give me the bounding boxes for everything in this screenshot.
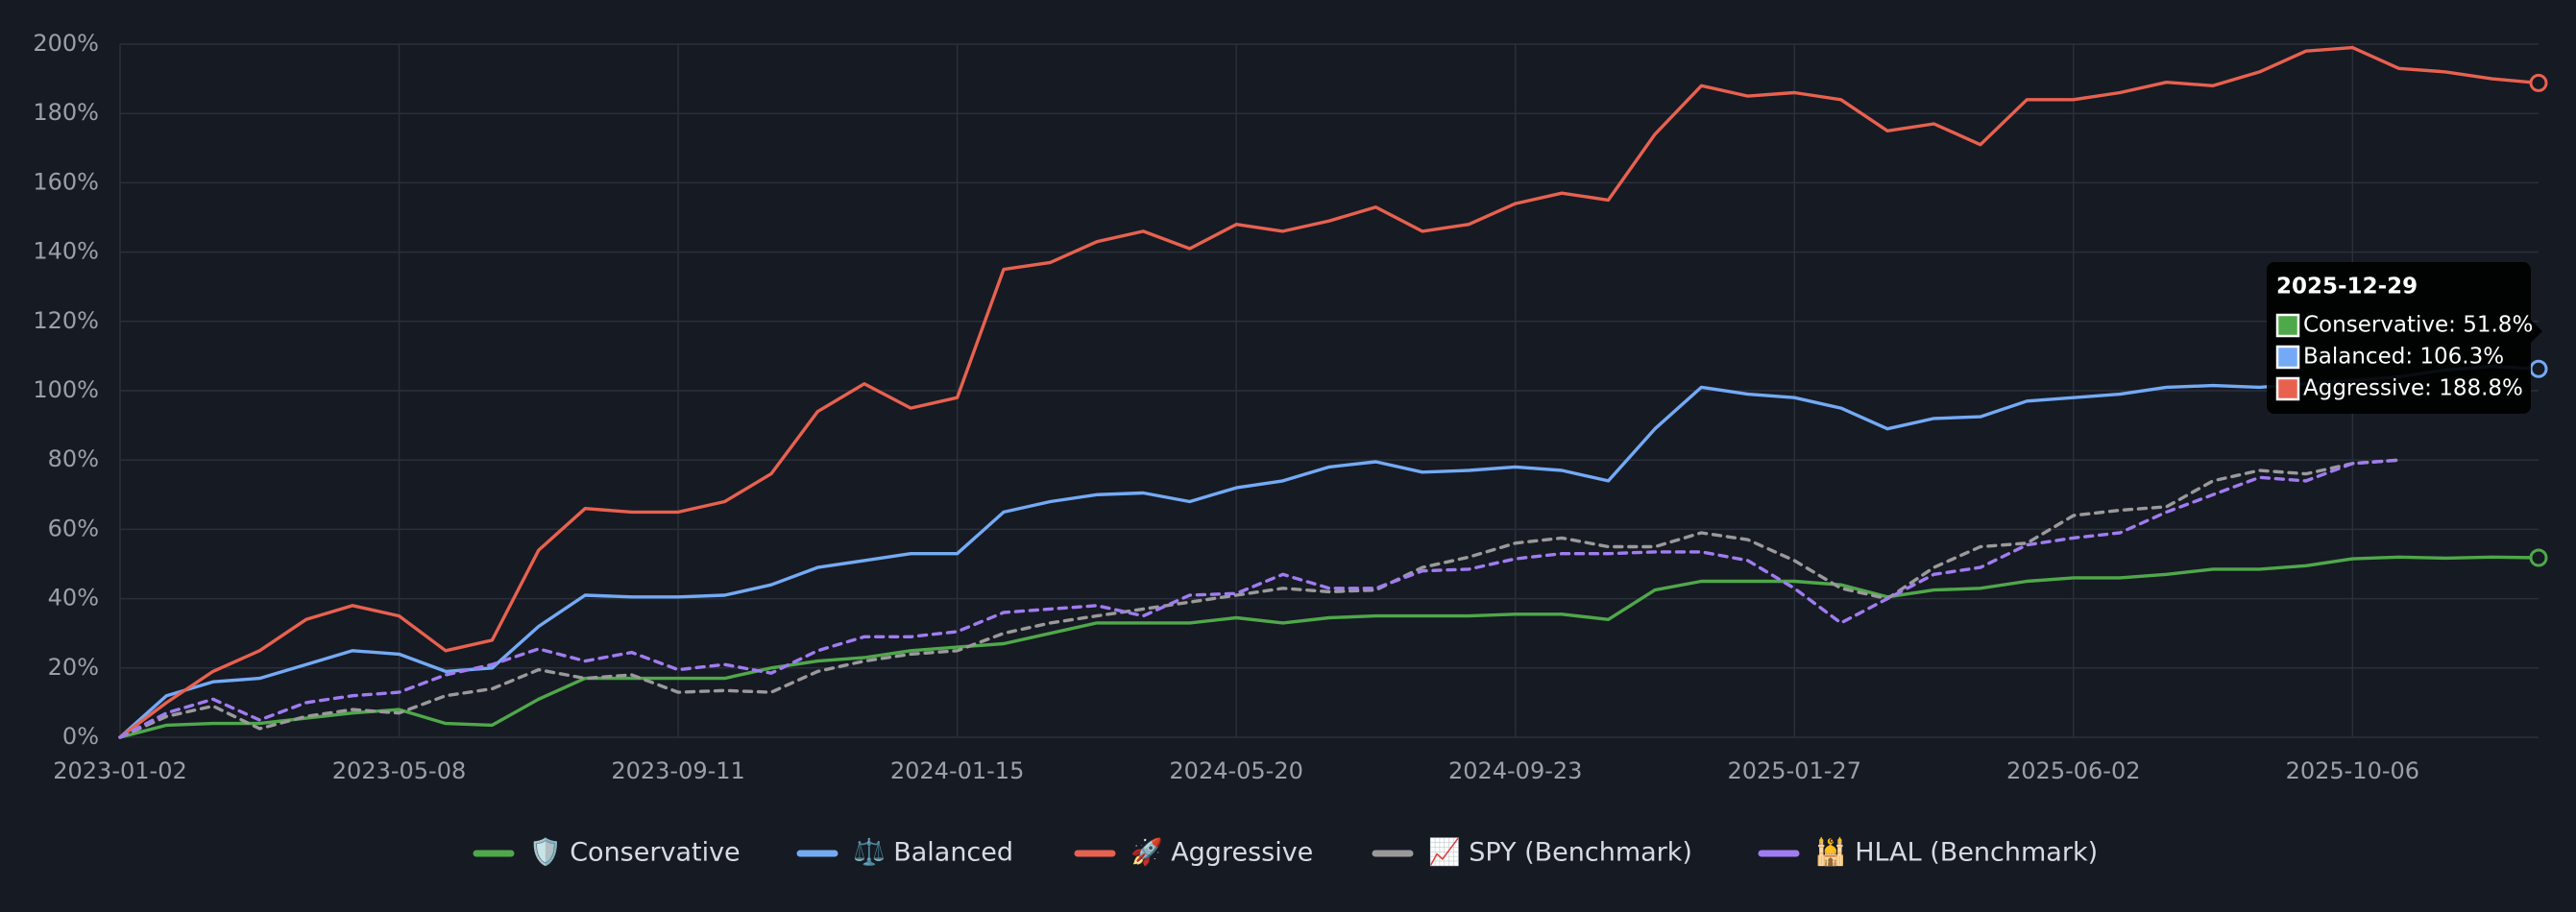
legend-label[interactable]: 🛡️ Conservative [529, 837, 741, 868]
x-tick-label: 2025-06-02 [2006, 757, 2140, 784]
legend-label[interactable]: ⚖️ Balanced [853, 837, 1013, 868]
y-tick-label: 100% [33, 376, 99, 403]
tooltip-title: 2025-12-29 [2276, 275, 2418, 300]
y-tick-label: 120% [33, 307, 99, 334]
tooltip-swatch [2275, 313, 2300, 338]
hover-marker [2529, 73, 2548, 92]
x-tick-label: 2024-01-15 [890, 757, 1024, 784]
series-line [118, 458, 2401, 739]
tooltip-swatch [2275, 376, 2300, 401]
series-line [118, 365, 2540, 739]
y-tick-label: 80% [48, 445, 99, 472]
y-tick-label: 180% [33, 99, 99, 126]
series-line [118, 45, 2540, 739]
hover-marker [2529, 359, 2548, 378]
tooltip-item: Balanced: 106.3% [2303, 345, 2504, 370]
x-tick-label: 2023-09-11 [611, 757, 744, 784]
x-tick-label: 2025-10-06 [2286, 757, 2419, 784]
legend-label[interactable]: 📈 SPY (Benchmark) [1428, 837, 1692, 868]
tooltip-swatch [2275, 345, 2300, 370]
hover-marker [2529, 548, 2548, 567]
series-line [118, 458, 2401, 739]
tooltip-item: Conservative: 51.8% [2303, 313, 2533, 338]
x-tick-label: 2024-09-23 [1448, 757, 1582, 784]
legend-label[interactable]: 🚀 Aggressive [1130, 837, 1313, 868]
tooltip-item: Aggressive: 188.8% [2303, 376, 2523, 401]
grid: 0% 20% 40% 60% 80% 100% 120% 140% 160% 180% 200% 20… [33, 30, 2539, 784]
x-tick-label: 2025-01-27 [1727, 757, 1860, 784]
y-tick-label: 140% [33, 238, 99, 265]
tooltip-box [2267, 262, 2531, 414]
tooltip: 2025-12-29 Conservative: 51.8% Balanced: 1… [2267, 262, 2542, 414]
tooltip-arrow [2531, 320, 2542, 343]
plot-lines [118, 45, 2548, 739]
x-tick-label: 2023-05-08 [332, 757, 466, 784]
y-tick-label: 200% [33, 30, 99, 57]
y-tick-label: 40% [48, 585, 99, 612]
x-tick-label: 2024-05-20 [1169, 757, 1302, 784]
y-tick-label: 160% [33, 168, 99, 195]
legend: 🛡️ Conservative ⚖️ Balanced 🚀 Aggressive 📈 … [473, 836, 2098, 868]
y-tick-label: 0% [62, 723, 99, 750]
y-tick-label: 20% [48, 654, 99, 681]
y-tick-label: 60% [48, 515, 99, 541]
series-line [118, 555, 2540, 739]
x-tick-label: 2023-01-02 [53, 757, 186, 784]
legend-label[interactable]: 🕌 HLAL (Benchmark) [1814, 836, 2098, 868]
